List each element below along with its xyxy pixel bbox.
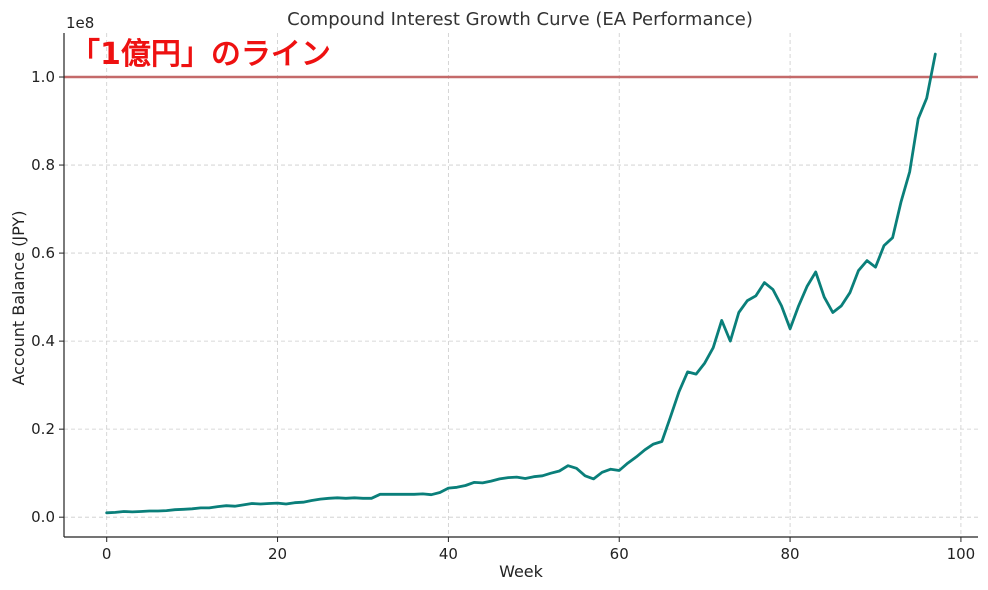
y-ticks: 0.0 0.2 0.4 0.6 0.8 1.0 [31,68,64,526]
x-tick-label: 80 [781,545,800,563]
x-tick-label: 0 [102,545,112,563]
threshold-annotation: 「1億円」のライン [70,37,331,72]
series-group [105,52,937,515]
y-tick-label: 0.6 [31,244,55,262]
x-ticks: 0 20 40 60 80 100 [102,537,975,563]
axes [63,33,978,538]
y-tick-label: 0.8 [31,156,55,174]
x-tick-label: 100 [947,545,976,563]
x-tick-label: 20 [268,545,287,563]
x-tick-label: 40 [439,545,458,563]
y-tick-label: 1.0 [31,68,55,86]
y-tick-label: 0.4 [31,332,55,350]
y-tick-label: 0.2 [31,420,55,438]
grid-lines [64,33,978,537]
y-tick-label: 0.0 [31,508,55,526]
series-line [105,52,937,515]
y-axis-label: Account Balance (JPY) [9,211,28,386]
x-axis-label: Week [499,562,544,581]
x-tick-label: 60 [610,545,629,563]
y-offset-text: 1e8 [66,14,94,32]
chart-title: Compound Interest Growth Curve (EA Perfo… [287,9,753,30]
